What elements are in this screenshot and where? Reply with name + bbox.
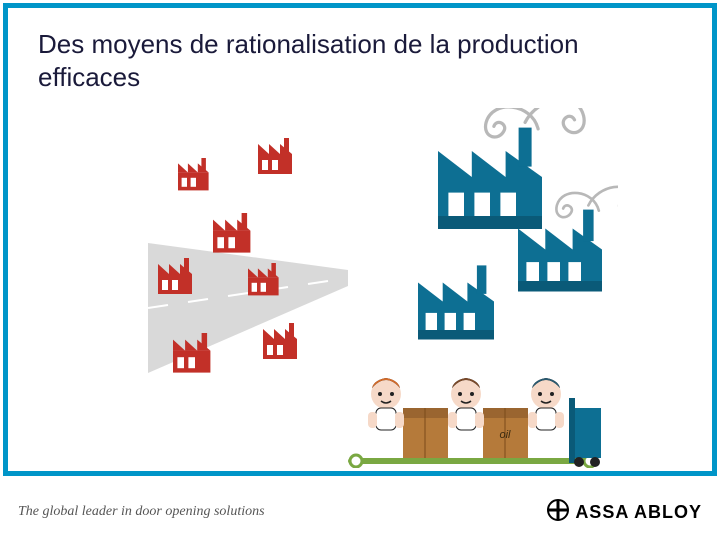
- tagline: The global leader in door opening soluti…: [18, 504, 265, 520]
- footer: The global leader in door opening soluti…: [0, 484, 720, 540]
- logo-mark-icon: [547, 499, 569, 526]
- illustration-svg: oil: [118, 108, 618, 468]
- illustration: oil: [118, 108, 618, 468]
- logo-text: ASSA ABLOY: [575, 502, 702, 523]
- svg-text:oil: oil: [499, 429, 511, 441]
- slide-title: Des moyens de rationalisation de la prod…: [38, 28, 682, 93]
- brand-logo: ASSA ABLOY: [547, 499, 702, 526]
- slide-frame: Des moyens de rationalisation de la prod…: [3, 3, 717, 476]
- slide: Des moyens de rationalisation de la prod…: [0, 0, 720, 540]
